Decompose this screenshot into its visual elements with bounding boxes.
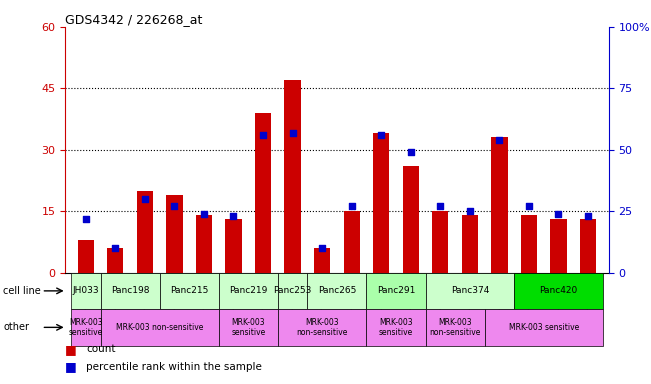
Point: [494, 137, 505, 143]
Bar: [402, 166, 419, 273]
Text: Panc420: Panc420: [539, 286, 577, 295]
Bar: [100, 309, 219, 346]
Point: [81, 215, 91, 222]
Bar: [367, 273, 426, 309]
Text: ■: ■: [65, 343, 77, 356]
Bar: [225, 219, 242, 273]
Bar: [284, 80, 301, 273]
Text: MRK-003
non-sensitive: MRK-003 non-sensitive: [430, 318, 480, 337]
Text: MRK-003 sensitive: MRK-003 sensitive: [508, 323, 579, 332]
Bar: [77, 240, 94, 273]
Point: [110, 245, 120, 251]
Bar: [278, 309, 367, 346]
Text: Panc374: Panc374: [450, 286, 489, 295]
Bar: [166, 195, 182, 273]
Bar: [367, 309, 426, 346]
Bar: [426, 273, 514, 309]
Text: Panc198: Panc198: [111, 286, 149, 295]
Text: MRK-003
sensitive: MRK-003 sensitive: [379, 318, 413, 337]
Text: percentile rank within the sample: percentile rank within the sample: [86, 362, 262, 372]
Bar: [521, 215, 537, 273]
Bar: [196, 215, 212, 273]
Bar: [314, 248, 330, 273]
Text: Panc253: Panc253: [273, 286, 312, 295]
Bar: [492, 137, 508, 273]
Bar: [159, 273, 219, 309]
Point: [583, 213, 593, 219]
Bar: [107, 248, 124, 273]
Bar: [514, 273, 603, 309]
Point: [140, 196, 150, 202]
Point: [229, 213, 239, 219]
Bar: [307, 273, 367, 309]
Point: [169, 203, 180, 209]
Text: MRK-003
sensitive: MRK-003 sensitive: [68, 318, 103, 337]
Text: ■: ■: [65, 360, 77, 373]
Point: [406, 149, 416, 155]
Text: JH033: JH033: [72, 286, 99, 295]
Point: [523, 203, 534, 209]
Bar: [550, 219, 566, 273]
Point: [317, 245, 327, 251]
Bar: [344, 211, 360, 273]
Point: [287, 129, 298, 136]
Bar: [255, 113, 271, 273]
Text: cell line: cell line: [3, 286, 41, 296]
Point: [465, 208, 475, 214]
Point: [376, 132, 387, 138]
Bar: [580, 219, 596, 273]
Bar: [219, 273, 278, 309]
Bar: [278, 273, 307, 309]
Bar: [426, 309, 484, 346]
Point: [346, 203, 357, 209]
Bar: [432, 211, 449, 273]
Text: other: other: [3, 322, 29, 333]
Text: count: count: [86, 344, 115, 354]
Point: [435, 203, 445, 209]
Bar: [462, 215, 478, 273]
Text: Panc265: Panc265: [318, 286, 356, 295]
Point: [258, 132, 268, 138]
Point: [199, 210, 209, 217]
Bar: [373, 133, 389, 273]
Text: Panc291: Panc291: [377, 286, 415, 295]
Text: Panc219: Panc219: [229, 286, 268, 295]
Point: [553, 210, 564, 217]
Text: Panc215: Panc215: [170, 286, 208, 295]
Bar: [71, 309, 100, 346]
Bar: [137, 191, 153, 273]
Bar: [100, 273, 159, 309]
Text: MRK-003
non-sensitive: MRK-003 non-sensitive: [296, 318, 348, 337]
Text: MRK-003
sensitive: MRK-003 sensitive: [231, 318, 266, 337]
Text: GDS4342 / 226268_at: GDS4342 / 226268_at: [65, 13, 202, 26]
Text: MRK-003 non-sensitive: MRK-003 non-sensitive: [116, 323, 203, 332]
Bar: [71, 273, 100, 309]
Bar: [219, 309, 278, 346]
Bar: [484, 309, 603, 346]
